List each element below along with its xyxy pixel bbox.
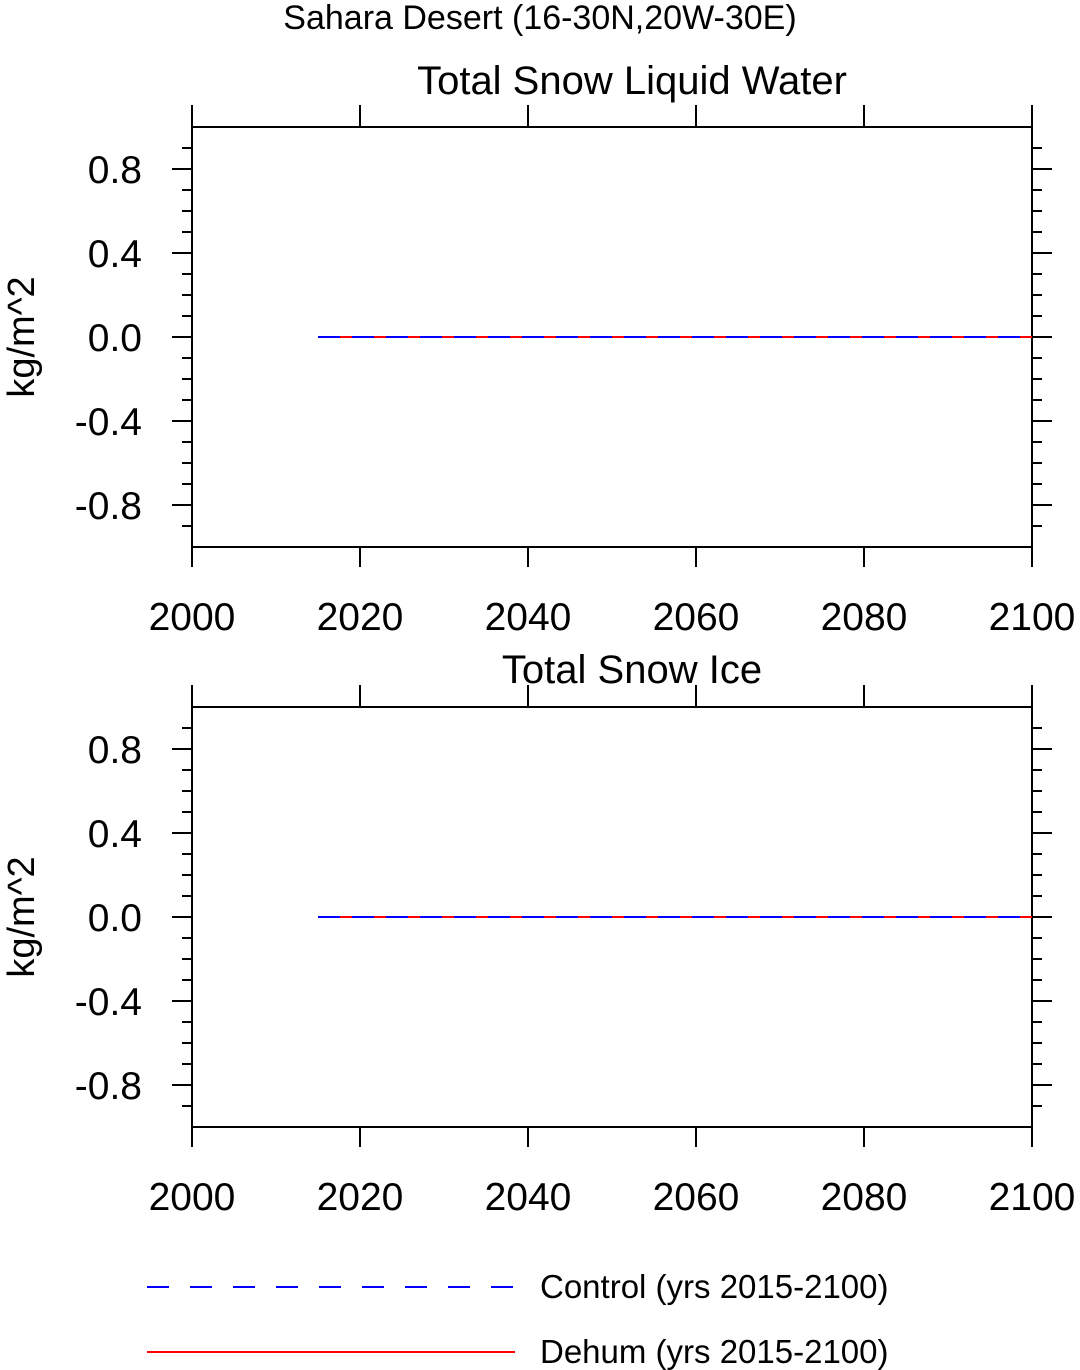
y-axis-label: kg/m^2 <box>1 856 43 977</box>
y-tick-label: -0.4 <box>75 981 142 1024</box>
legend-label: Dehum (yrs 2015-2100) <box>540 1333 889 1370</box>
y-tick-label: 0.4 <box>88 813 142 856</box>
y-tick-label: 0.0 <box>88 897 142 940</box>
x-tick-label: 2080 <box>821 596 908 639</box>
x-tick-label: 2000 <box>149 596 236 639</box>
x-tick-label: 2040 <box>485 596 572 639</box>
y-tick-label: 0.0 <box>88 317 142 360</box>
x-tick-label: 2000 <box>149 1176 236 1219</box>
y-tick-label: -0.8 <box>75 485 142 528</box>
x-tick-label: 2060 <box>653 1176 740 1219</box>
x-tick-label: 2020 <box>317 1176 404 1219</box>
x-tick-label: 2020 <box>317 596 404 639</box>
x-tick-label: 2100 <box>989 1176 1076 1219</box>
legend-label: Control (yrs 2015-2100) <box>540 1268 889 1305</box>
panel-title: Total Snow Ice <box>502 648 762 692</box>
x-tick-label: 2080 <box>821 1176 908 1219</box>
legend: Control (yrs 2015-2100) Dehum (yrs 2015-2… <box>147 1268 889 1370</box>
x-tick-label: 2040 <box>485 1176 572 1219</box>
y-tick-label: 0.4 <box>88 233 142 276</box>
y-tick-label: -0.4 <box>75 401 142 444</box>
x-tick-label: 2060 <box>653 596 740 639</box>
panel-snow-liquid-water: Total Snow Liquid Water 2000 2020 2040 2060 2… <box>1 59 1075 639</box>
y-axis-label: kg/m^2 <box>1 276 43 397</box>
y-tick-label: 0.8 <box>88 149 142 192</box>
y-tick-label: -0.8 <box>75 1065 142 1108</box>
x-tick-label: 2100 <box>989 596 1076 639</box>
panel-snow-ice: Total Snow Ice 2000 2020 2040 2060 2080 2100 0.… <box>1 648 1075 1219</box>
figure-suptitle: Sahara Desert (16-30N,20W-30E) <box>283 0 796 37</box>
panel-title: Total Snow Liquid Water <box>417 59 847 103</box>
y-tick-label: 0.8 <box>88 729 142 772</box>
